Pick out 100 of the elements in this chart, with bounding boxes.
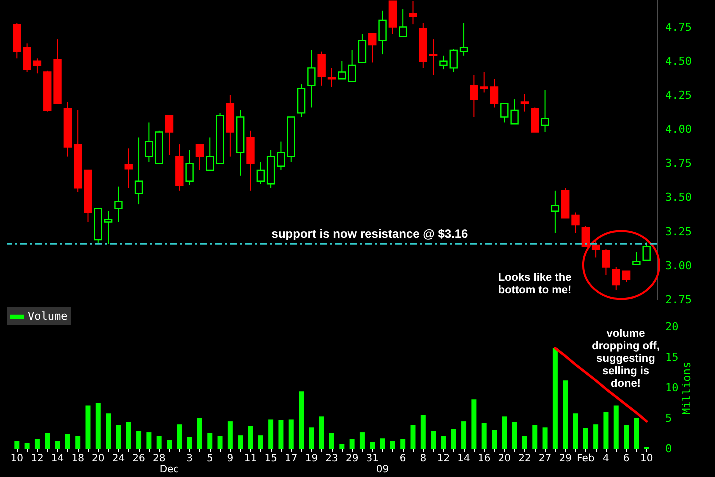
candlestick (612, 266, 620, 291)
candlestick (206, 137, 214, 172)
y-tick-label: 20 (666, 320, 679, 334)
bar (420, 415, 426, 449)
candlestick (165, 115, 174, 156)
bar (573, 414, 578, 449)
candlestick (642, 242, 651, 262)
bar (106, 414, 112, 449)
bar (552, 348, 558, 449)
y-tick-label: 3.25 (666, 225, 692, 238)
y-axis-title: Millions (680, 362, 694, 415)
x-tick-label: 14 (458, 454, 470, 464)
legend-label: Volume (28, 310, 68, 323)
x-tick-label: 6 (400, 454, 406, 464)
x-tick-label: 17 (285, 454, 298, 464)
x-tick-label: 27 (538, 454, 552, 464)
candlestick (622, 270, 631, 283)
y-tick-label: 3.00 (666, 259, 692, 272)
bar (268, 420, 274, 449)
bar (451, 429, 456, 449)
x-tick-label: 16 (478, 454, 491, 464)
bar (177, 424, 182, 449)
bar (309, 428, 314, 449)
candlestick (582, 226, 590, 248)
x-tick-label: Feb (577, 454, 595, 464)
candlestick (398, 9, 408, 38)
bar (462, 422, 467, 449)
candlestick (124, 148, 133, 189)
bar (492, 430, 497, 449)
candlestick (551, 190, 560, 234)
bar (55, 441, 60, 449)
bar (258, 436, 264, 449)
candlestick (308, 50, 316, 108)
bar (583, 428, 588, 449)
candlestick (450, 48, 458, 73)
candlestick (134, 137, 144, 206)
bar (24, 444, 30, 449)
y-tick-label: 4.25 (666, 88, 692, 102)
candlestick (378, 10, 387, 56)
x-tick-label: 31 (366, 454, 379, 464)
x-tick-label: 15 (264, 454, 278, 464)
candlestick (602, 249, 610, 276)
bar (482, 423, 487, 449)
bar (542, 428, 548, 449)
bar (76, 436, 81, 449)
bar (563, 380, 568, 449)
x-tick-label: 19 (305, 454, 318, 464)
bar (278, 420, 284, 449)
candlestick (531, 107, 540, 133)
candlestick (104, 210, 113, 245)
y-tick-label: 4.50 (666, 54, 692, 68)
bar (65, 434, 70, 449)
bar (441, 436, 446, 449)
bar (512, 422, 518, 449)
bar (472, 400, 477, 449)
bar (197, 418, 202, 449)
bar (86, 406, 91, 449)
y-tick-label: 10 (666, 382, 679, 394)
x-tick-label: 3 (186, 454, 193, 464)
bar (14, 441, 20, 449)
candlestick (358, 34, 367, 64)
x-tick-label: 23 (326, 454, 338, 464)
x-tick-label: Dec (160, 464, 180, 476)
x-tick-label: 12 (31, 454, 44, 464)
x-tick-label: 20 (92, 454, 105, 464)
y-tick-label: 4.00 (666, 123, 692, 136)
x-tick-label: 28 (152, 454, 166, 464)
candlestick (429, 39, 438, 76)
y-tick-label: 5 (666, 412, 672, 425)
candlestick (460, 22, 468, 56)
candlestick (256, 162, 266, 185)
candlestick (328, 68, 336, 88)
x-tick-label: 26 (132, 454, 146, 464)
bar (34, 439, 40, 449)
candlestick (520, 94, 530, 112)
annotation: volume dropping off, suggesting selling is done! (592, 328, 660, 390)
bar (299, 392, 304, 449)
bar (400, 439, 406, 449)
x-tick-label: 11 (244, 454, 258, 464)
y-tick-label: 3.50 (666, 191, 692, 204)
x-tick-label: 8 (420, 454, 427, 464)
x-tick-label: 4 (603, 454, 610, 464)
bar (126, 422, 132, 449)
bar (218, 436, 223, 449)
candlestick (114, 186, 123, 223)
candlestick (490, 78, 499, 108)
x-tick-label: 29 (559, 454, 572, 464)
candlestick (409, 0, 418, 26)
x-tick-label: 29 (346, 454, 359, 464)
x-tick-label: 9 (227, 454, 234, 464)
candlestick (632, 252, 641, 266)
x-tick-label: 22 (518, 454, 532, 464)
bar (431, 431, 436, 449)
candlestick (572, 212, 580, 234)
x-tick-label: 10 (640, 454, 654, 464)
bar (594, 424, 599, 449)
y-tick-label: 0 (666, 442, 672, 456)
bar (45, 433, 50, 449)
bar (340, 444, 345, 449)
bar (116, 425, 122, 449)
